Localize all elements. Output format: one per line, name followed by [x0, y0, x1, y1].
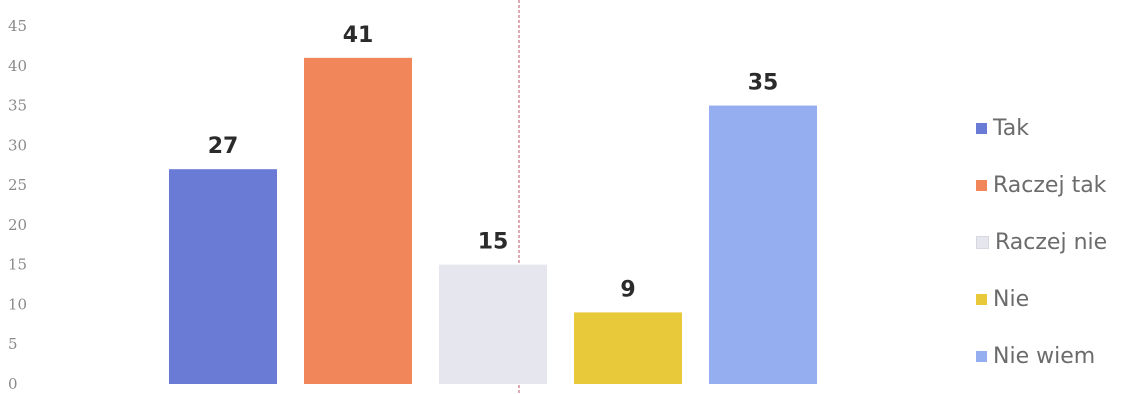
y-tick-label: 45: [8, 17, 27, 35]
legend-swatch: [976, 180, 987, 191]
legend-swatch: [976, 294, 987, 305]
data-label: 15: [478, 230, 509, 255]
bar-nie: [574, 312, 682, 384]
y-tick-label: 25: [8, 176, 27, 194]
legend-item: Tak: [976, 100, 1107, 157]
data-label: 27: [208, 134, 239, 159]
legend-swatch: [976, 123, 987, 134]
bar-chart: 0 5 10 15 20 25 30 35 40 45 27 41 15 9 35: [8, 0, 817, 394]
legend-item: Nie wiem: [976, 328, 1107, 385]
legend-item: Raczej nie: [976, 214, 1107, 271]
y-tick-label: 20: [8, 216, 27, 234]
bar-raczej-tak: [304, 57, 412, 384]
bar-raczej-nie: [439, 264, 547, 384]
y-tick-label: 15: [8, 256, 27, 274]
y-tick-label: 35: [8, 97, 27, 115]
data-label: 9: [620, 277, 635, 302]
legend-label: Nie: [993, 287, 1030, 312]
y-tick-label: 30: [8, 136, 27, 154]
y-tick-label: 40: [8, 57, 27, 75]
y-tick-label: 5: [8, 335, 18, 353]
data-labels: 27 41 15 9 35: [208, 23, 779, 303]
y-axis-ticks: 0 5 10 15 20 25 30 35 40 45: [8, 17, 27, 393]
bars: [169, 57, 817, 385]
bar-nie-wiem: [709, 105, 817, 385]
y-tick-label: 10: [8, 295, 27, 313]
legend-label: Nie wiem: [993, 344, 1096, 369]
legend-label: Raczej nie: [995, 230, 1108, 255]
legend-swatch: [976, 236, 989, 249]
legend-label: Raczej tak: [993, 173, 1107, 198]
legend-label: Tak: [993, 116, 1030, 141]
data-label: 35: [748, 71, 779, 96]
legend-swatch: [976, 351, 987, 362]
bar-tak: [169, 169, 277, 384]
legend-item: Raczej tak: [976, 157, 1107, 214]
data-label: 41: [343, 23, 374, 48]
legend-item: Nie: [976, 271, 1107, 328]
y-tick-label: 0: [8, 375, 18, 393]
legend: Tak Raczej tak Raczej nie Nie Nie wiem: [976, 100, 1107, 385]
